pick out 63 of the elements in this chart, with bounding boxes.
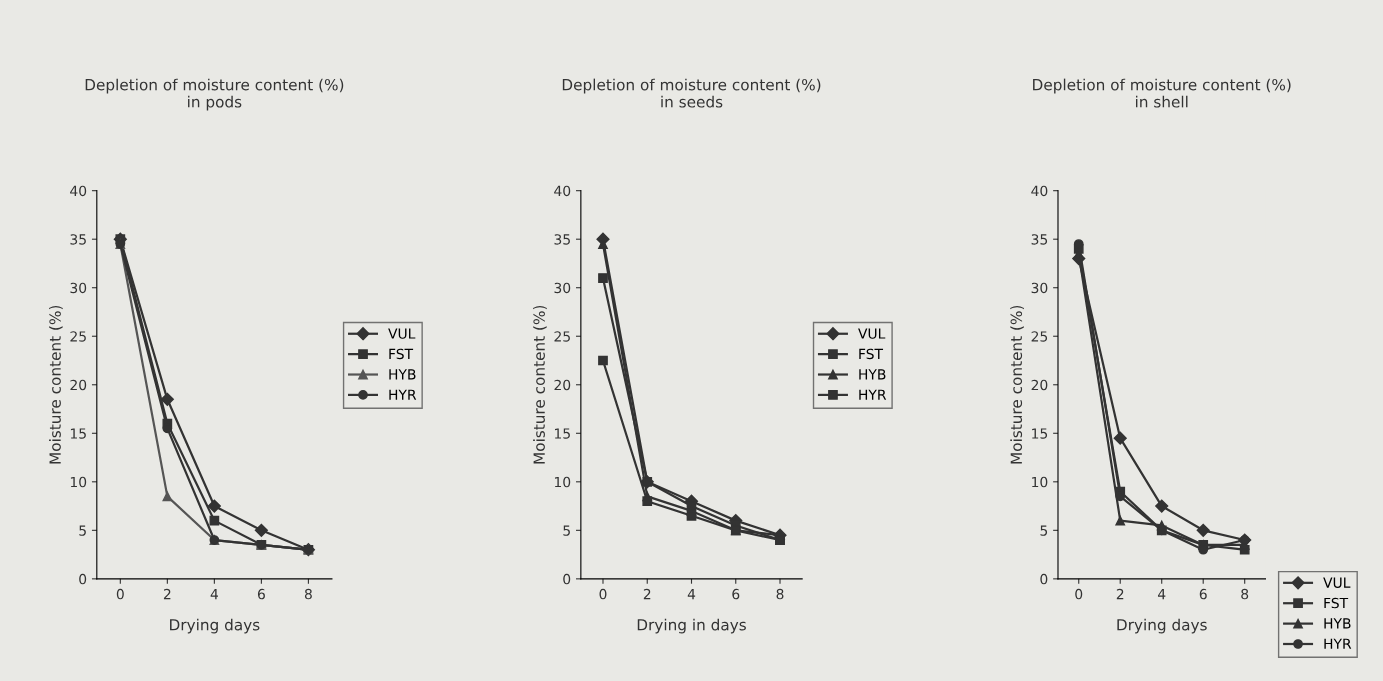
y-tick-label: 25	[554, 331, 570, 342]
legend-label: VUL	[388, 328, 416, 339]
y-tick-label: 40	[70, 185, 87, 197]
x-tick-label: 6	[257, 588, 265, 600]
y-tick-label: 25	[1031, 331, 1048, 342]
legend-label: HYB	[1324, 618, 1351, 629]
chart-title: Depletion of moisture content (%) in seeds	[562, 78, 821, 108]
y-tick-label: 10	[554, 476, 571, 488]
legend-label: VUL	[1323, 577, 1351, 588]
y-tick-label: 0	[1040, 573, 1048, 585]
y-tick-label: 15	[1032, 428, 1048, 439]
x-tick-label: 6	[1199, 588, 1207, 600]
x-tick-label: 6	[732, 588, 740, 600]
y-tick-label: 30	[1031, 282, 1048, 294]
x-tick-label: 0	[599, 588, 607, 600]
x-tick-label: 0	[116, 588, 124, 600]
x-tick-label: 4	[687, 589, 696, 600]
legend-label: FST	[859, 348, 884, 360]
y-tick-label: 10	[1032, 476, 1048, 488]
legend-label: HYR	[859, 389, 887, 400]
y-axis-title: Moisture content (%)	[1010, 305, 1024, 464]
x-tick-label: 8	[1241, 588, 1249, 600]
x-tick-label: 2	[643, 588, 651, 600]
y-tick-label: 40	[1031, 185, 1048, 197]
x-tick-label: 4	[210, 589, 218, 600]
chart-title: Depletion of moisture content (%) in pods	[85, 78, 344, 111]
y-tick-label: 0	[563, 573, 571, 585]
x-tick-label: 2	[163, 588, 171, 600]
y-tick-label: 35	[554, 234, 570, 245]
legend-label: HYR	[1324, 638, 1352, 649]
y-tick-label: 20	[554, 379, 571, 391]
y-tick-label: 5	[563, 525, 570, 536]
legend-label: FST	[389, 348, 414, 360]
y-axis-title: Moisture content (%)	[49, 305, 63, 464]
x-axis-title: Drying days	[170, 618, 260, 634]
y-tick-label: 15	[554, 428, 570, 439]
y-tick-label: 20	[70, 379, 87, 391]
legend-label: HYB	[389, 369, 416, 380]
y-tick-label: 35	[1031, 234, 1048, 245]
y-tick-label: 0	[79, 573, 87, 585]
y-tick-label: 5	[79, 525, 86, 536]
x-tick-label: 0	[1075, 588, 1083, 600]
y-tick-label: 15	[70, 428, 86, 439]
x-tick-label: 2	[1116, 588, 1124, 600]
x-axis-title: Drying days	[1117, 618, 1207, 634]
legend-label: FST	[1324, 597, 1349, 609]
y-tick-label: 35	[70, 234, 86, 245]
y-tick-label: 30	[554, 282, 571, 294]
x-axis-title: Drying in days	[637, 618, 746, 634]
x-tick-label: 8	[776, 588, 784, 600]
legend-label: HYB	[859, 369, 886, 380]
y-tick-label: 20	[1031, 379, 1048, 391]
legend-label: HYR	[389, 389, 417, 400]
x-tick-label: 4	[1157, 589, 1166, 600]
legend-label: VUL	[858, 328, 886, 339]
y-tick-label: 10	[70, 476, 87, 488]
y-axis-title: Moisture content (%)	[533, 305, 547, 464]
y-tick-label: 30	[70, 282, 87, 294]
chart-title: Depletion of moisture content (%) in shell	[1033, 78, 1291, 108]
y-tick-label: 40	[554, 185, 571, 197]
y-tick-label: 5	[1040, 525, 1048, 536]
y-tick-label: 25	[70, 331, 86, 342]
x-tick-label: 8	[304, 588, 312, 600]
